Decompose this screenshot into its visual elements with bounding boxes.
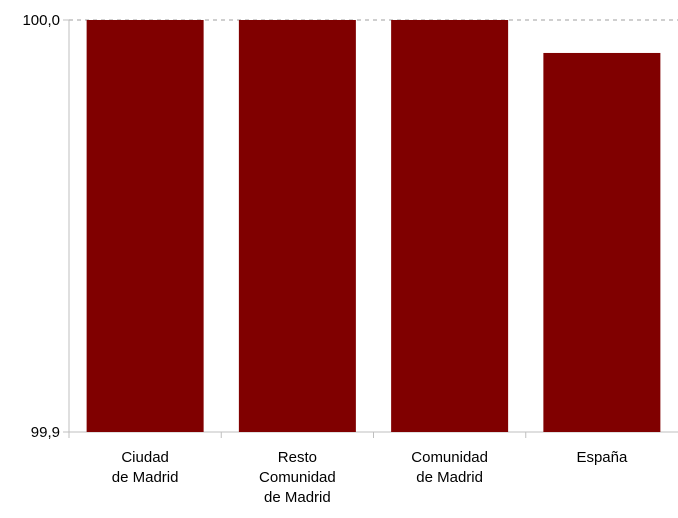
x-tick-label: Resto Comunidad de Madrid xyxy=(259,449,336,506)
x-tick-label: España xyxy=(576,449,628,466)
bar xyxy=(391,20,509,432)
x-tick-label-line: Resto xyxy=(278,449,317,466)
x-tick-label-line: de Madrid xyxy=(112,469,179,486)
x-tick-label-line: de Madrid xyxy=(264,489,331,506)
x-tick-label-line: de Madrid xyxy=(416,469,483,486)
y-tick-label: 99,9 xyxy=(31,424,60,441)
x-tick-label: Comunidad de Madrid xyxy=(411,449,488,486)
x-tick-label-line: Ciudad xyxy=(121,449,169,466)
x-tick-label-line: Comunidad xyxy=(259,469,336,486)
bar xyxy=(543,52,661,433)
bar xyxy=(238,20,356,432)
bar xyxy=(86,20,204,432)
y-tick-label: 100,0 xyxy=(22,12,60,29)
x-tick-label-line: Comunidad xyxy=(411,449,488,466)
x-tick-label-line: España xyxy=(576,449,628,466)
x-tick-label: Ciudad de Madrid xyxy=(112,449,179,486)
